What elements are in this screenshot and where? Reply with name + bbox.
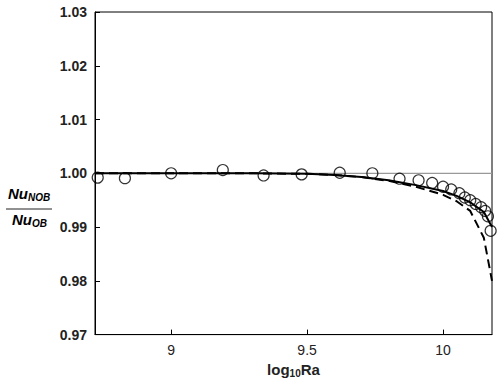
svg-text:0.98: 0.98 — [60, 273, 87, 289]
svg-text:10: 10 — [290, 368, 302, 379]
svg-text:9: 9 — [167, 342, 175, 358]
svg-text:1.00: 1.00 — [60, 165, 87, 181]
svg-text:NOB: NOB — [28, 192, 50, 203]
svg-text:log: log — [267, 361, 290, 378]
svg-text:0.97: 0.97 — [60, 327, 87, 343]
svg-text:1.02: 1.02 — [60, 58, 87, 74]
svg-text:Nu: Nu — [8, 185, 28, 202]
svg-text:Nu: Nu — [12, 211, 32, 228]
svg-text:1.01: 1.01 — [60, 112, 87, 128]
svg-text:OB: OB — [32, 218, 47, 229]
svg-text:10: 10 — [435, 342, 451, 358]
svg-text:1.03: 1.03 — [60, 4, 87, 20]
svg-text:0.99: 0.99 — [60, 219, 87, 235]
svg-text:Ra: Ra — [301, 361, 321, 378]
svg-text:9.5: 9.5 — [297, 342, 317, 358]
